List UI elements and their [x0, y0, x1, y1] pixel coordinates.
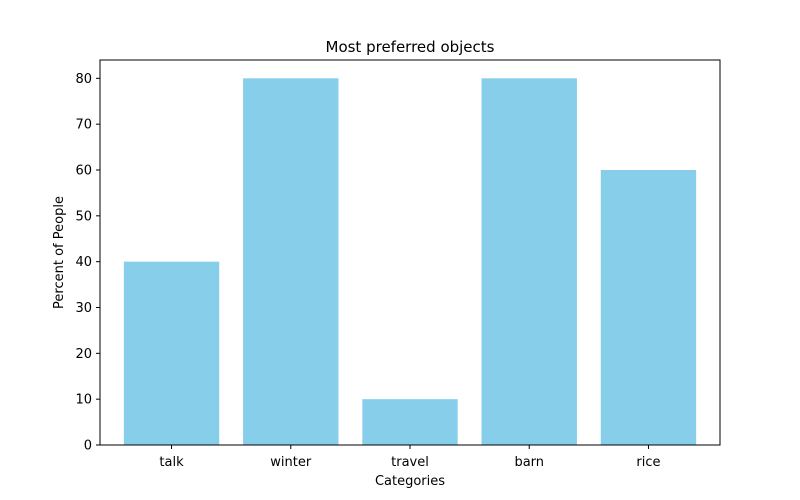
y-tick-label: 0 — [84, 439, 92, 454]
x-axis: talk winter travel barn rice — [159, 445, 661, 470]
y-tick-label: 70 — [75, 118, 92, 133]
y-tick-label: 40 — [75, 255, 92, 270]
y-tick-label: 10 — [75, 393, 92, 408]
x-tick-label: winter — [270, 455, 312, 470]
y-axis: 0 10 20 30 40 50 60 70 80 — [75, 72, 100, 454]
x-tick-label: barn — [514, 455, 544, 470]
y-tick-label: 30 — [75, 301, 92, 316]
y-tick-label: 80 — [75, 72, 92, 87]
y-tick-label: 20 — [75, 347, 92, 362]
bars-group — [123, 78, 697, 445]
bar-winter — [243, 78, 339, 445]
x-axis-label: Categories — [375, 474, 445, 489]
chart-title: Most preferred objects — [326, 38, 495, 56]
bar-travel — [362, 399, 458, 445]
y-axis-label: Percent of People — [52, 196, 67, 309]
y-tick-label: 50 — [75, 209, 92, 224]
bar-rice — [600, 170, 697, 445]
bar-barn — [481, 78, 577, 445]
bar-talk — [123, 261, 220, 445]
plot-frame — [99, 59, 721, 446]
x-tick-label: travel — [391, 455, 429, 470]
x-tick-label: rice — [636, 455, 660, 470]
x-tick-label: talk — [159, 455, 184, 470]
y-tick-label: 60 — [75, 164, 92, 179]
